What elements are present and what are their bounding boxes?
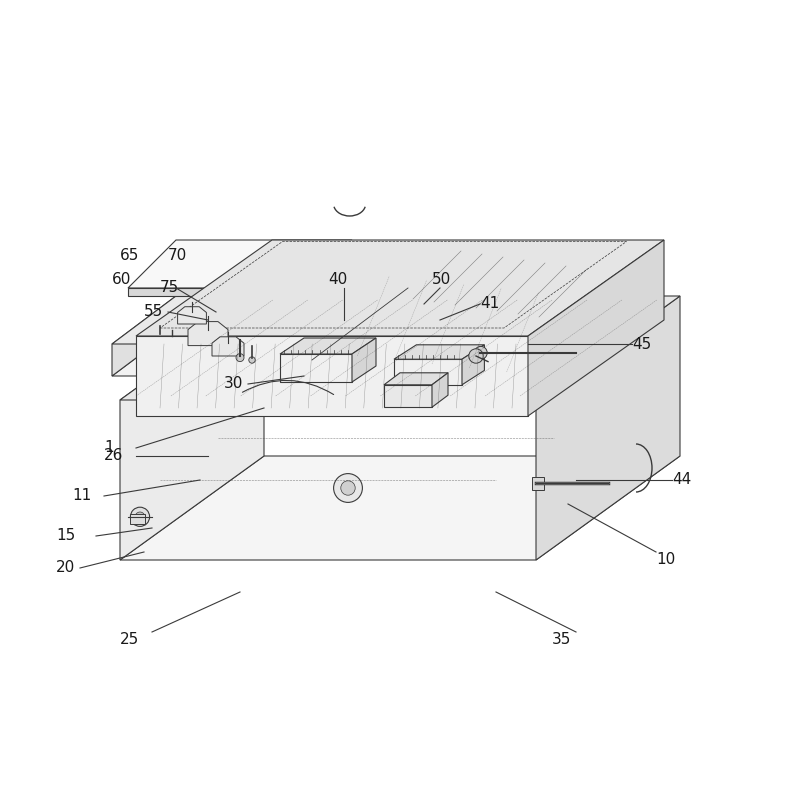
Polygon shape bbox=[320, 272, 576, 376]
Polygon shape bbox=[384, 373, 448, 385]
Polygon shape bbox=[280, 354, 352, 382]
Text: 10: 10 bbox=[656, 553, 675, 567]
Polygon shape bbox=[384, 385, 432, 407]
Polygon shape bbox=[178, 306, 206, 324]
Text: 41: 41 bbox=[480, 297, 499, 311]
Circle shape bbox=[249, 357, 255, 363]
Text: 30: 30 bbox=[224, 377, 243, 391]
Text: 35: 35 bbox=[552, 633, 571, 647]
Polygon shape bbox=[394, 345, 485, 359]
Polygon shape bbox=[462, 345, 485, 385]
Polygon shape bbox=[212, 337, 244, 356]
Polygon shape bbox=[432, 373, 448, 407]
Polygon shape bbox=[120, 296, 680, 400]
Text: 26: 26 bbox=[104, 449, 123, 463]
Polygon shape bbox=[112, 272, 208, 376]
Text: 70: 70 bbox=[168, 249, 187, 263]
Circle shape bbox=[130, 507, 150, 526]
Polygon shape bbox=[188, 322, 228, 346]
Polygon shape bbox=[112, 272, 408, 344]
Polygon shape bbox=[280, 338, 376, 354]
Text: 20: 20 bbox=[56, 561, 75, 575]
Text: 65: 65 bbox=[120, 249, 139, 263]
Text: 25: 25 bbox=[120, 633, 139, 647]
Circle shape bbox=[469, 349, 483, 363]
Text: 11: 11 bbox=[72, 489, 91, 503]
Polygon shape bbox=[112, 304, 408, 376]
Polygon shape bbox=[536, 296, 680, 560]
Circle shape bbox=[135, 512, 145, 522]
Polygon shape bbox=[392, 248, 608, 320]
Text: 40: 40 bbox=[328, 273, 347, 287]
Text: 45: 45 bbox=[632, 337, 651, 351]
Text: 1: 1 bbox=[104, 441, 114, 455]
Polygon shape bbox=[352, 338, 376, 382]
Text: 75: 75 bbox=[160, 281, 179, 295]
Circle shape bbox=[334, 474, 362, 502]
Circle shape bbox=[341, 481, 355, 495]
Polygon shape bbox=[128, 240, 352, 288]
Polygon shape bbox=[120, 456, 680, 560]
Bar bbox=[532, 477, 544, 490]
Polygon shape bbox=[120, 296, 264, 560]
Polygon shape bbox=[128, 288, 304, 296]
Text: 50: 50 bbox=[432, 273, 451, 287]
Circle shape bbox=[474, 346, 487, 359]
Circle shape bbox=[236, 354, 244, 362]
Polygon shape bbox=[394, 359, 462, 385]
Text: 60: 60 bbox=[112, 273, 131, 287]
Text: 44: 44 bbox=[672, 473, 691, 487]
Text: 15: 15 bbox=[56, 529, 75, 543]
Polygon shape bbox=[136, 240, 664, 336]
Bar bbox=[130, 514, 145, 524]
Polygon shape bbox=[528, 240, 664, 416]
Polygon shape bbox=[136, 336, 528, 416]
Text: 55: 55 bbox=[144, 305, 163, 319]
